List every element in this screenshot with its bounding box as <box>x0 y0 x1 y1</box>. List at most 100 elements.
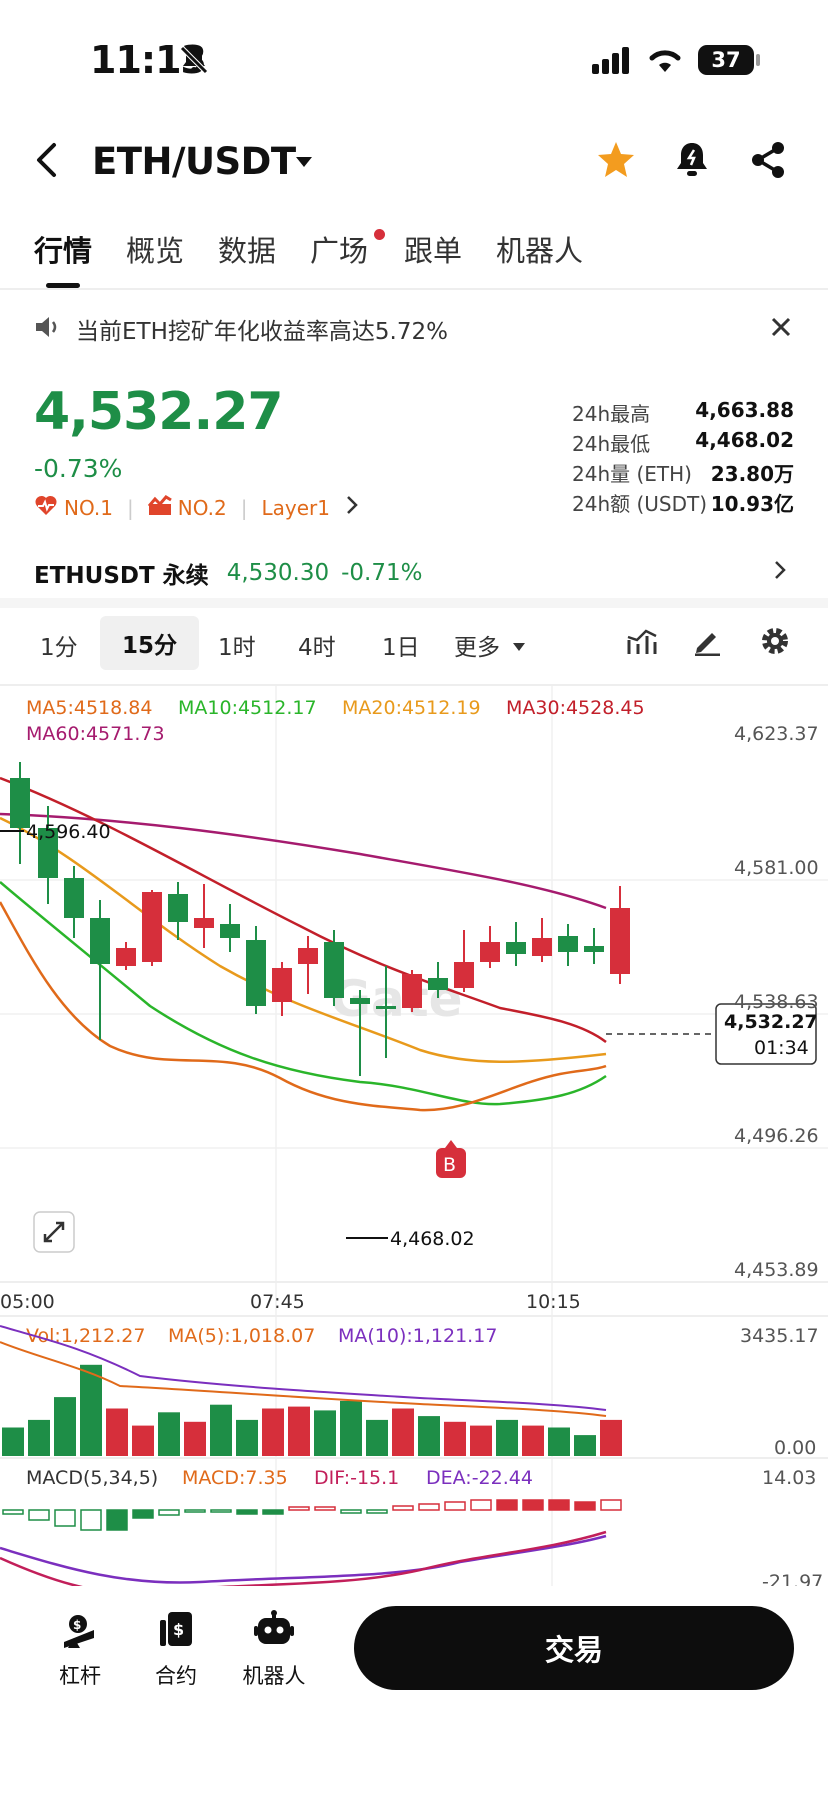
candle-body <box>298 948 318 964</box>
legend-vol: Vol:1,212.27 <box>26 1325 145 1347</box>
more-dropdown-icon[interactable] <box>512 637 526 656</box>
macd-bar <box>600 1499 622 1511</box>
volume-bar <box>548 1427 570 1456</box>
interval-15m[interactable]: 15分 <box>100 616 200 670</box>
interval-1m[interactable]: 1分 <box>40 635 78 661</box>
tab-overview[interactable]: 概览 <box>126 234 185 268</box>
volume-bar <box>496 1419 518 1456</box>
svg-text:$: $ <box>173 1620 184 1639</box>
indicators-icon[interactable] <box>626 626 658 660</box>
stat-volume-label: 24h量 (ETH) <box>572 462 692 486</box>
candle-body <box>272 968 292 1002</box>
back-button[interactable] <box>34 142 60 182</box>
dea-line <box>0 1534 607 1584</box>
macd-bar <box>28 1509 50 1521</box>
macd-bar <box>106 1509 128 1531</box>
share-icon[interactable] <box>748 140 788 184</box>
tag-rank-1[interactable]: NO.1 <box>64 495 113 520</box>
announcement-text[interactable]: 当前ETH挖矿年化收益率高达5.72% <box>76 319 448 345</box>
speaker-icon <box>34 314 62 344</box>
macd-bar <box>444 1501 466 1511</box>
nav-leverage[interactable]: 杠杆 <box>59 1664 101 1688</box>
legend-dea: DEA:-22.44 <box>426 1467 533 1489</box>
pair-dropdown-icon[interactable] <box>294 154 314 173</box>
bot-icon[interactable] <box>254 1610 294 1654</box>
tab-square[interactable]: 广场 <box>310 234 369 268</box>
stat-turnover-value: 10.93亿 <box>710 492 794 516</box>
candle-body <box>350 998 370 1004</box>
vol-y-label: 3435.17 <box>740 1325 819 1347</box>
trade-button[interactable]: 交易 <box>354 1606 794 1690</box>
interval-more[interactable]: 更多 <box>454 635 500 661</box>
tag-row: NO.1 | NO.2 | Layer1 <box>34 494 358 521</box>
macd-bar <box>522 1499 544 1511</box>
y-label: 4,496.26 <box>734 1125 819 1147</box>
candle-body <box>90 918 110 964</box>
active-tab-indicator <box>46 283 80 288</box>
price-alert-bell-icon[interactable] <box>674 140 710 184</box>
vol-y-label: 0.00 <box>774 1437 816 1459</box>
candle-body <box>142 892 162 962</box>
volume-bar <box>184 1421 206 1456</box>
macd-bar <box>392 1505 414 1511</box>
volume-bar <box>366 1419 388 1456</box>
favorite-star-icon[interactable] <box>596 140 636 184</box>
buy-marker <box>436 1148 466 1178</box>
macd-bar <box>340 1509 362 1514</box>
leverage-icon[interactable]: $ <box>60 1610 100 1654</box>
legend-ma60: MA60:4571.73 <box>26 723 165 745</box>
candle-body <box>324 942 344 998</box>
tabs-divider <box>0 288 828 290</box>
legend-ma10: MA10:4512.17 <box>178 697 317 719</box>
perpetual-chevron-icon[interactable] <box>774 560 786 584</box>
svg-text:$: $ <box>73 1618 81 1632</box>
tag-rank-2[interactable]: NO.2 <box>177 495 227 520</box>
interval-1h[interactable]: 1时 <box>218 635 256 661</box>
macd-bar <box>574 1501 596 1511</box>
macd-bar <box>366 1509 388 1514</box>
nav-contract[interactable]: 合约 <box>155 1664 197 1688</box>
volume-bars <box>2 1364 622 1456</box>
tab-copy-trading[interactable]: 跟单 <box>404 234 463 268</box>
close-announcement-icon[interactable] <box>770 316 792 342</box>
chart-top-divider <box>0 684 828 686</box>
legend-vol-ma5: MA(5):1,018.07 <box>168 1325 315 1347</box>
candle-body <box>194 918 214 928</box>
chevron-right-icon[interactable] <box>346 495 358 520</box>
pair-title[interactable]: ETH/USDT <box>92 140 296 183</box>
volume-bar <box>314 1410 336 1456</box>
interval-4h[interactable]: 4时 <box>298 635 336 661</box>
draw-tool-icon[interactable] <box>692 626 722 660</box>
perpetual-row[interactable]: ETHUSDT 永续 4,530.30 -0.71% <box>34 556 422 590</box>
legend-dif: DIF:-15.1 <box>314 1467 399 1489</box>
interval-1d[interactable]: 1日 <box>382 635 420 661</box>
battery-cap <box>756 54 760 66</box>
candle-body <box>402 974 422 1008</box>
volume-bar <box>54 1397 76 1456</box>
tab-market[interactable]: 行情 <box>34 234 93 268</box>
tag-layer1[interactable]: Layer1 <box>261 495 330 520</box>
ma-line <box>0 812 607 910</box>
legend-ma30: MA30:4528.45 <box>506 697 645 719</box>
candle-countdown: 01:34 <box>754 1037 809 1059</box>
tag-divider: | <box>240 495 248 520</box>
expand-icon <box>43 1221 65 1243</box>
stat-low-label: 24h最低 <box>572 432 651 456</box>
tag-divider: | <box>126 495 134 520</box>
macd-bar <box>158 1509 180 1516</box>
nav-bots[interactable]: 机器人 <box>242 1664 306 1688</box>
y-label: 4,538.63 <box>734 991 819 1013</box>
tab-data[interactable]: 数据 <box>218 234 277 268</box>
candle-body <box>532 938 552 956</box>
battery-level: 37 <box>711 48 741 72</box>
macd-bar <box>236 1509 258 1515</box>
candlestick-chart[interactable]: Gate 4,596.40 4,468.02 B 4,532.27 01:34 … <box>0 686 828 1586</box>
macd-bar <box>80 1509 102 1531</box>
volume-bar <box>392 1408 414 1456</box>
candle-body <box>116 948 136 966</box>
chart-settings-gear-icon[interactable] <box>760 626 790 660</box>
buy-marker-label: B <box>443 1154 456 1176</box>
candle-body <box>584 946 604 952</box>
tab-bots[interactable]: 机器人 <box>496 234 584 268</box>
contract-icon[interactable]: $ <box>158 1610 194 1654</box>
